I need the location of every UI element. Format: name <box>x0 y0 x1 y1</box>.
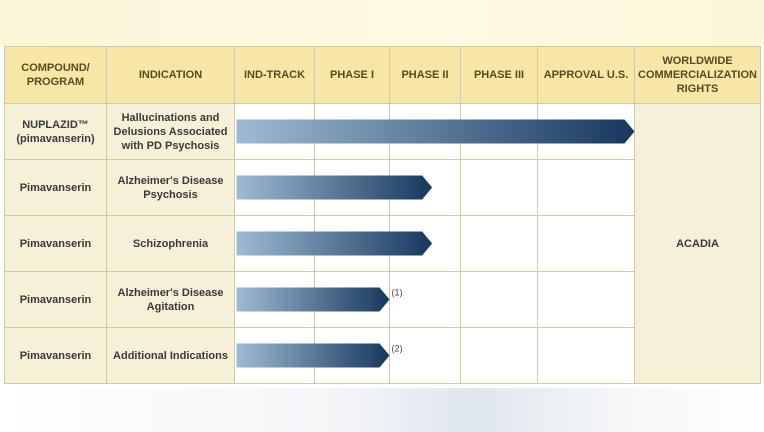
stage-cell <box>460 215 538 272</box>
stage-cell <box>234 327 315 384</box>
compound-cell: Pimavanserin <box>4 215 107 272</box>
stage-cell <box>537 159 635 216</box>
stage-cell <box>537 215 635 272</box>
compound-cell: Pimavanserin <box>4 271 107 328</box>
header-phase-2: PHASE II <box>389 46 461 104</box>
header-compound: COMPOUND/ PROGRAM <box>4 46 107 104</box>
stage-cell <box>460 159 538 216</box>
header-rights: WORLDWIDE COMMERCIALIZATION RIGHTS <box>634 46 761 104</box>
stage-cell <box>460 103 538 160</box>
stage-cell <box>234 159 315 216</box>
header-indication: INDICATION <box>106 46 235 104</box>
header-phase-1: PHASE I <box>314 46 390 104</box>
stage-cell <box>537 103 635 160</box>
stage-cell <box>234 271 315 328</box>
indication-cell: Hallucinations and Delusions Associated … <box>106 103 235 160</box>
header-row: COMPOUND/ PROGRAM INDICATION IND-TRACK P… <box>4 46 761 104</box>
header-approval: APPROVAL U.S. <box>537 46 635 104</box>
stage-cell <box>389 271 461 328</box>
stage-cell <box>389 103 461 160</box>
stage-cell <box>314 103 390 160</box>
compound-cell: NUPLAZID™ (pimavanserin) <box>4 103 107 160</box>
stage-cell <box>314 215 390 272</box>
table-row: NUPLAZID™ (pimavanserin) Hallucinations … <box>4 103 761 384</box>
stage-cell <box>537 271 635 328</box>
stage-cell <box>460 271 538 328</box>
compound-cell: Pimavanserin <box>4 159 107 216</box>
stage-cell <box>314 159 390 216</box>
top-banner <box>0 0 764 46</box>
header-ind-track: IND-TRACK <box>234 46 315 104</box>
stage-cell <box>234 103 315 160</box>
stage-cell <box>314 327 390 384</box>
indication-cell: Alzheimer's Disease Agitation <box>106 271 235 328</box>
indication-cell: Alzheimer's Disease Psychosis <box>106 159 235 216</box>
compound-cell: Pimavanserin <box>4 327 107 384</box>
stage-cell <box>234 215 315 272</box>
indication-cell: Schizophrenia <box>106 215 235 272</box>
stage-cell <box>389 159 461 216</box>
stage-cell <box>314 271 390 328</box>
bottom-banner <box>0 388 764 432</box>
pipeline-table: COMPOUND/ PROGRAM INDICATION IND-TRACK P… <box>4 46 761 384</box>
stage-cell <box>537 327 635 384</box>
stage-cell <box>389 327 461 384</box>
header-phase-3: PHASE III <box>460 46 538 104</box>
indication-cell: Additional Indications <box>106 327 235 384</box>
rights-cell: ACADIA <box>634 103 761 384</box>
stage-cell <box>389 215 461 272</box>
stage-cell <box>460 327 538 384</box>
